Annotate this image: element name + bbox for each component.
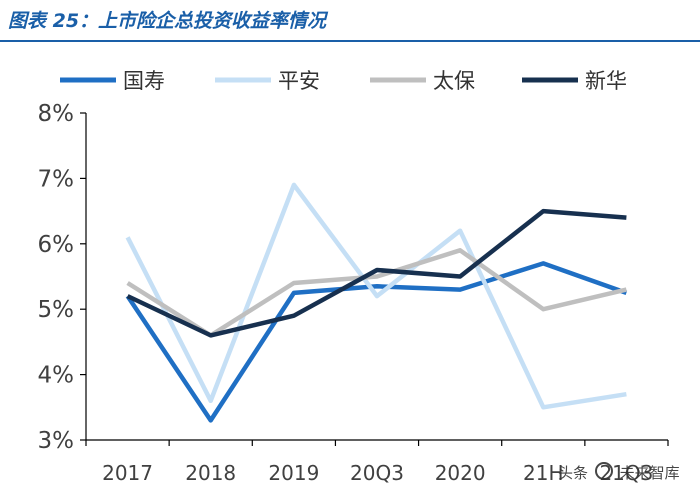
series-line-新华	[126, 208, 627, 338]
legend-label: 新华	[585, 69, 627, 93]
title-divider	[0, 40, 700, 42]
x-tick-label: 2020	[435, 461, 486, 485]
chart-axes: 3%4%5%6%7%8%2017 2018 2019 20Q3 2020 21H 21Q3	[38, 101, 669, 485]
y-tick-label: 5%	[38, 297, 75, 323]
figure-title: 图表 25：上市险企总投资收益率情况	[8, 10, 327, 32]
watermark: 头条 未来智库	[558, 462, 680, 483]
y-tick-label: 8%	[38, 101, 75, 127]
chart-series	[125, 182, 628, 423]
series-line-国寿	[125, 261, 628, 423]
series-line-平安	[125, 182, 627, 410]
y-tick-label: 6%	[38, 232, 75, 258]
watermark-name: 未来智库	[619, 464, 680, 482]
x-tick-label: 21H	[523, 461, 564, 485]
y-tick-label: 3%	[38, 428, 75, 454]
x-tick-label: 2017	[102, 461, 153, 485]
legend-label: 太保	[433, 69, 475, 93]
watermark-logo-icon	[594, 462, 613, 480]
y-tick-label: 7%	[38, 166, 75, 192]
x-tick-label: 2019	[268, 461, 319, 485]
legend-label: 平安	[278, 69, 320, 93]
y-tick-label: 4%	[38, 363, 75, 389]
x-tick-label: 20Q3	[350, 461, 404, 485]
chart-legend: 国寿 平安 太保 新华	[60, 69, 627, 93]
legend-label: 国寿	[123, 69, 165, 93]
x-tick-label: 2018	[185, 461, 236, 485]
watermark-prefix: 头条	[558, 464, 589, 482]
